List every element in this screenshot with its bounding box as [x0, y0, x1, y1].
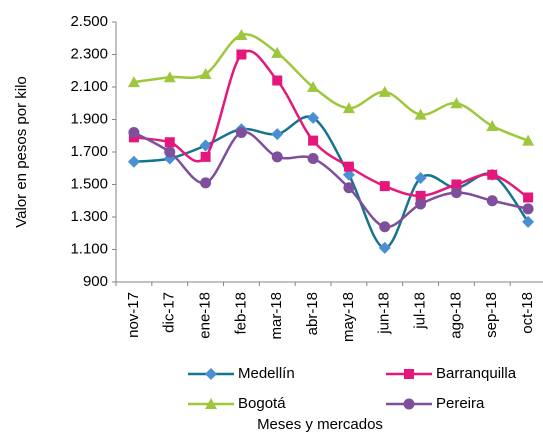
y-tick-label: 1.300: [70, 208, 108, 225]
y-tick-label: 900: [83, 273, 108, 290]
marker: [522, 203, 534, 215]
legend-label: Pereira: [436, 395, 485, 412]
marker: [486, 120, 499, 131]
marker: [307, 111, 320, 124]
marker: [128, 127, 140, 138]
marker: [414, 108, 427, 120]
marker: [451, 179, 462, 190]
marker: [403, 398, 415, 410]
x-axis-label: Meses y mercados: [257, 416, 383, 433]
x-tick-label: ago-18: [447, 292, 464, 339]
x-tick-label: dic-17: [161, 292, 178, 333]
marker: [271, 128, 284, 141]
x-tick-label: sep-18: [483, 292, 500, 338]
marker: [272, 75, 283, 86]
marker: [236, 49, 247, 60]
marker: [163, 71, 176, 83]
marker: [487, 169, 498, 180]
marker: [522, 215, 535, 228]
y-tick-label: 2.300: [70, 45, 108, 62]
marker: [235, 127, 247, 138]
marker: [342, 102, 355, 114]
marker: [271, 151, 283, 163]
y-tick-label: 1.900: [70, 110, 108, 127]
series-line: [133, 115, 530, 250]
marker: [205, 398, 217, 409]
y-tick-label: 2.100: [70, 78, 108, 95]
marker: [486, 195, 498, 207]
marker: [414, 172, 427, 184]
y-tick-label: 1.700: [70, 143, 108, 160]
legend-label: Bogotá: [238, 395, 286, 412]
marker: [415, 198, 427, 210]
marker: [343, 161, 354, 172]
marker: [450, 187, 462, 199]
series-line: [133, 49, 529, 199]
marker: [415, 190, 426, 201]
y-tick-label: 1.500: [70, 175, 108, 192]
marker: [127, 76, 140, 88]
marker: [307, 81, 320, 92]
marker: [404, 369, 414, 379]
marker: [523, 192, 534, 203]
marker: [343, 182, 355, 194]
marker: [127, 155, 140, 168]
x-tick-label: jun-18: [376, 292, 393, 335]
marker: [342, 168, 355, 181]
marker: [307, 153, 319, 164]
y-tick-label: 2.500: [70, 13, 108, 30]
marker: [199, 68, 212, 79]
series-line: [133, 33, 529, 142]
marker: [450, 97, 463, 109]
marker: [271, 46, 284, 58]
marker: [200, 177, 212, 189]
x-tick-label: may-18: [340, 292, 357, 342]
x-tick-label: mar-18: [268, 292, 285, 340]
marker: [199, 139, 212, 152]
marker: [200, 151, 211, 162]
marker: [164, 146, 176, 158]
marker: [379, 221, 391, 233]
x-tick-label: oct-18: [519, 292, 536, 334]
marker: [308, 135, 319, 146]
x-tick-label: nov-17: [125, 292, 142, 338]
marker: [235, 29, 248, 40]
x-tick-label: ene-18: [197, 292, 214, 339]
y-tick-label: 1.100: [70, 240, 108, 257]
marker: [164, 137, 175, 148]
legend-label: Medellín: [238, 365, 295, 382]
x-tick-label: feb-18: [232, 292, 249, 335]
x-tick-label: abr-18: [304, 292, 321, 335]
marker: [378, 241, 391, 254]
marker: [378, 85, 391, 97]
x-tick-label: jul-18: [412, 292, 429, 330]
y-axis-label: Valor en pesos por kilo: [13, 76, 30, 227]
marker: [522, 134, 535, 146]
marker: [379, 181, 390, 192]
marker: [205, 368, 217, 380]
legend-label: Barranquilla: [436, 365, 517, 382]
